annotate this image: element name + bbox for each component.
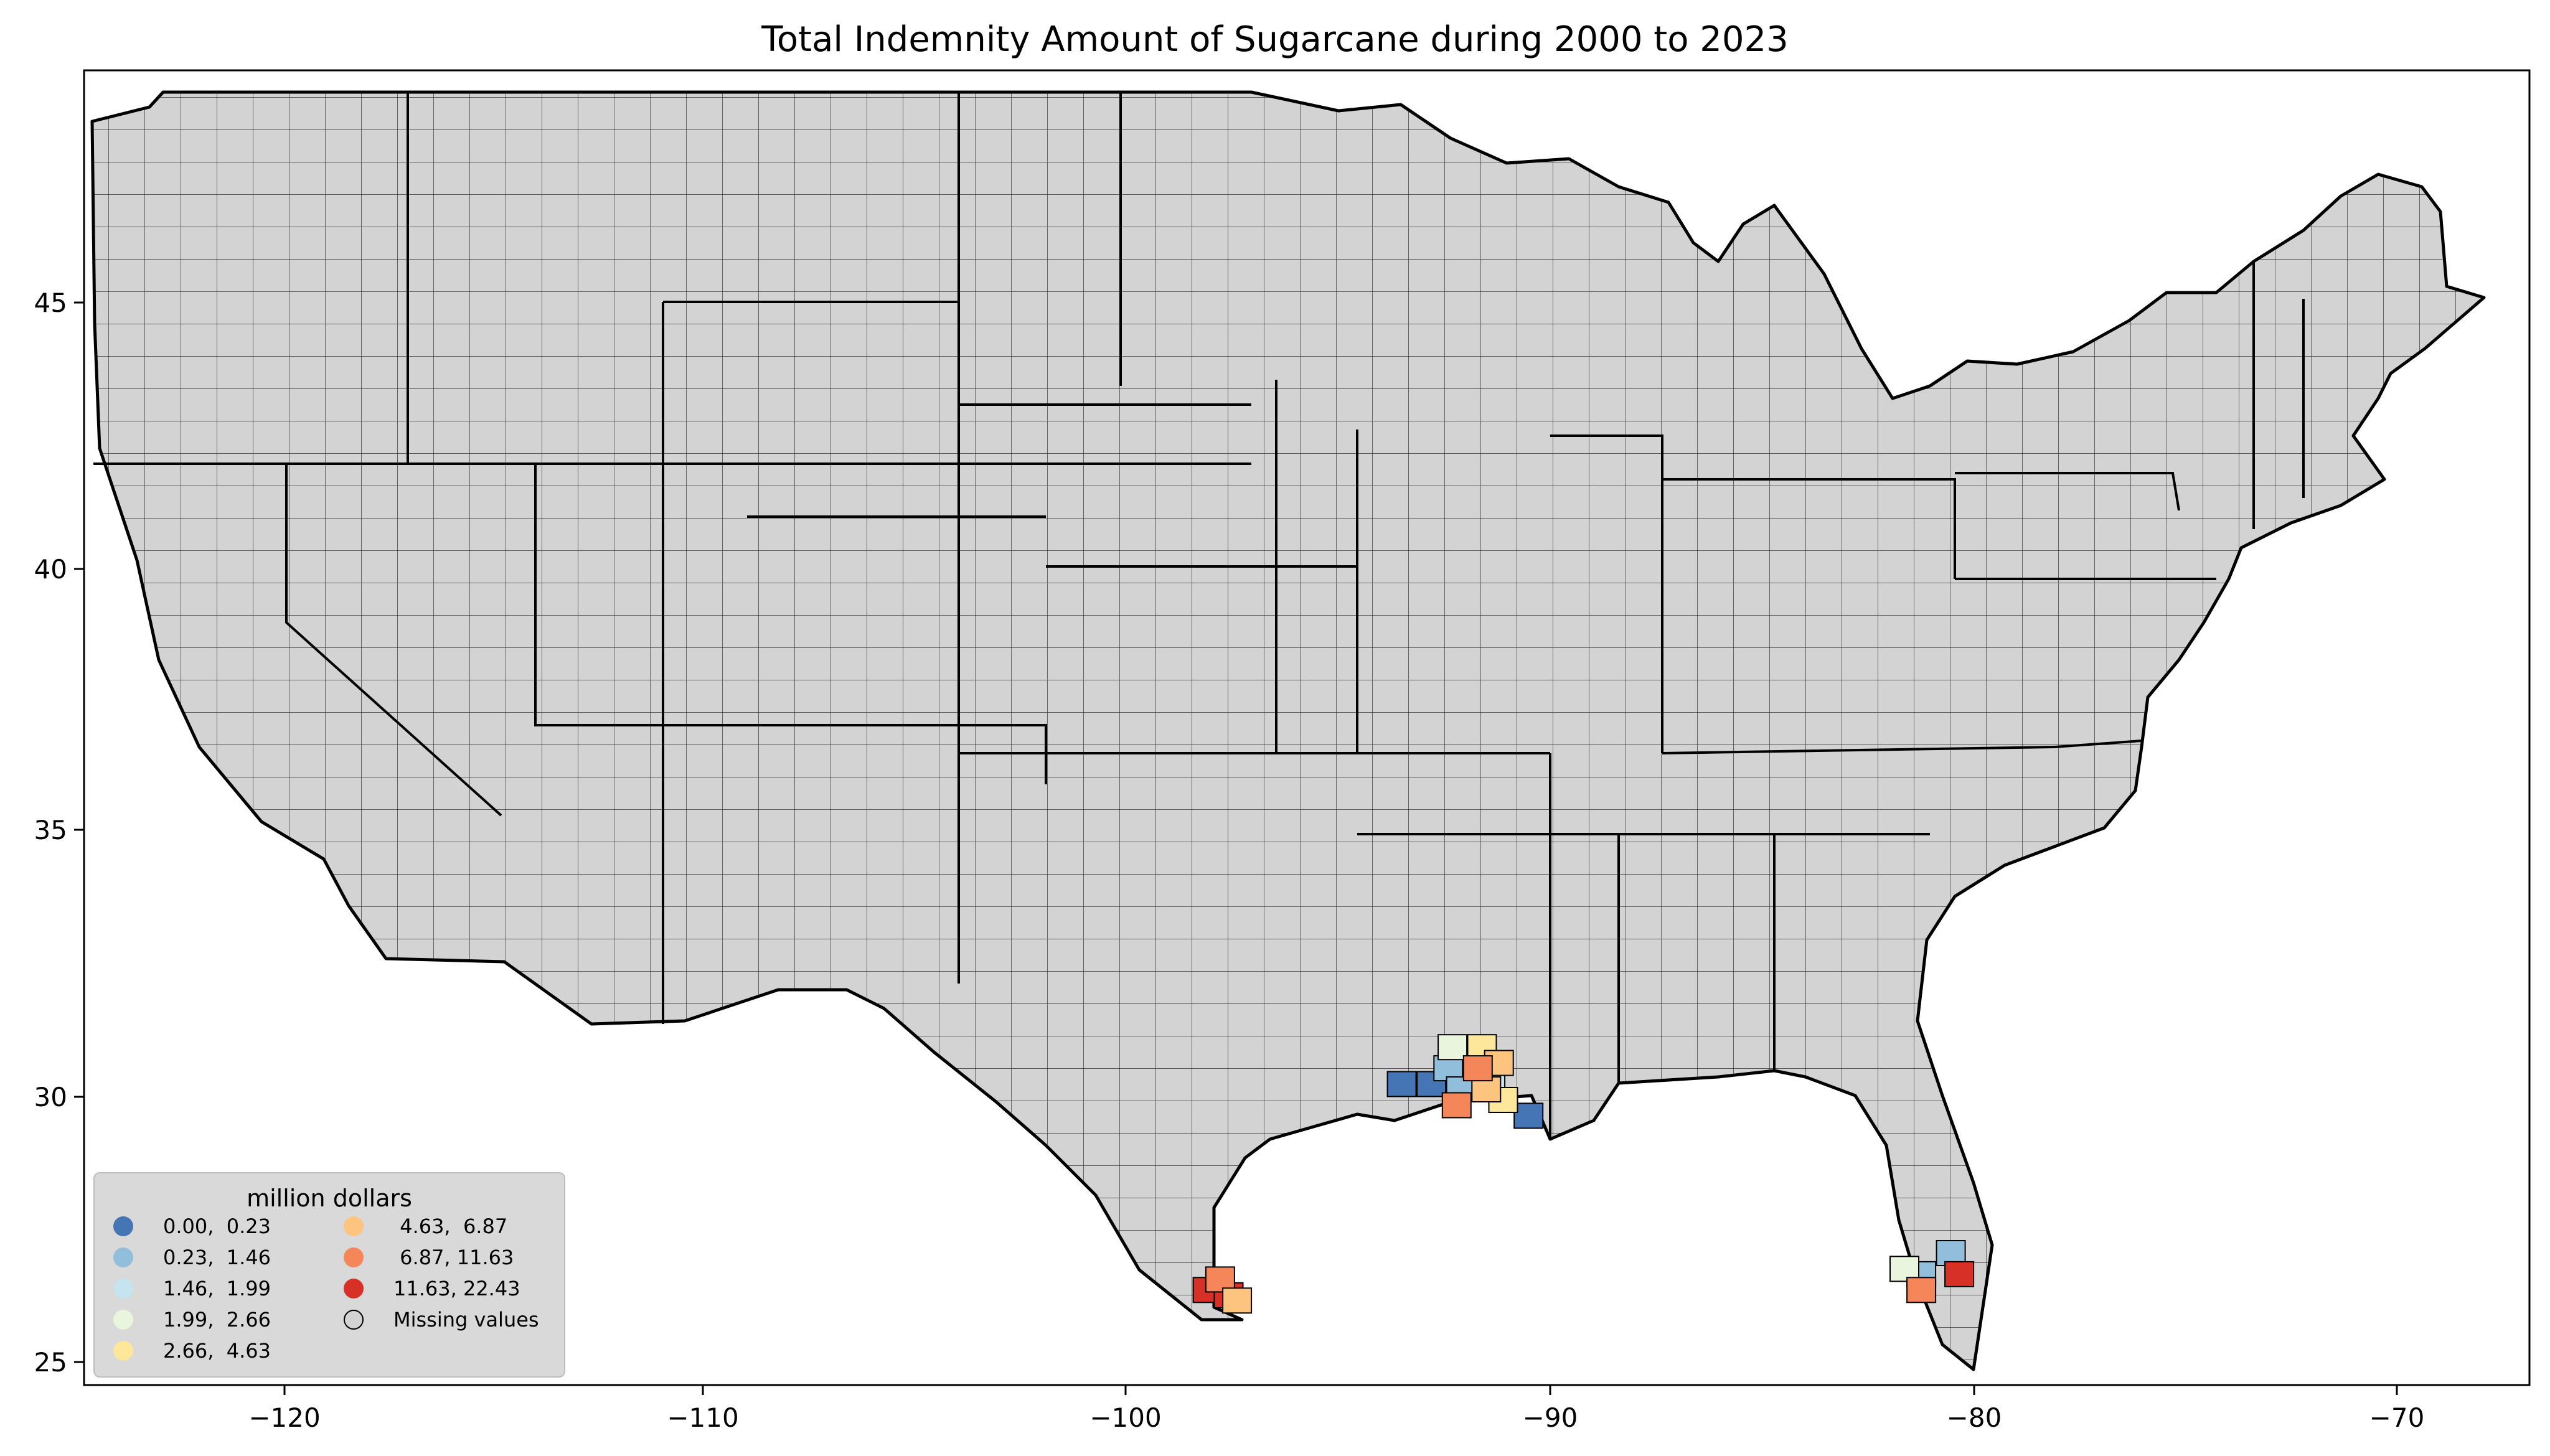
county-polygon (1416, 1071, 1447, 1097)
legend-swatch (344, 1279, 364, 1299)
x-tick-label: −100 (1089, 1402, 1161, 1433)
county-polygon (1222, 1287, 1253, 1314)
x-tick-label: −80 (1947, 1402, 2002, 1433)
county-layer (1192, 1034, 1975, 1314)
legend-swatch (113, 1279, 133, 1299)
y-tick-label: 30 (34, 1082, 67, 1112)
x-tick-label: −90 (1523, 1402, 1578, 1433)
legend-swatch (344, 1216, 364, 1236)
legend-label: 4.63, 6.87 (393, 1214, 508, 1238)
county-polygon (1906, 1277, 1937, 1303)
county-polygon (1462, 1055, 1493, 1082)
legend-item: 11.63, 22.43 (344, 1275, 520, 1302)
legend-swatch-missing (344, 1310, 364, 1330)
legend-item: 1.99, 2.66 (113, 1307, 271, 1333)
legend-swatch (344, 1247, 364, 1267)
legend-swatch (113, 1216, 133, 1236)
state-boundaries (93, 92, 2305, 1139)
legend-label: 0.00, 0.23 (163, 1214, 271, 1238)
x-tick-label: −120 (248, 1402, 320, 1433)
legend-label: 1.99, 2.66 (163, 1308, 271, 1332)
legend-swatch (113, 1341, 133, 1361)
y-tick-label: 35 (34, 815, 67, 845)
y-tick-label: 25 (34, 1347, 67, 1378)
legend-label: 6.87, 11.63 (393, 1246, 514, 1269)
legend-swatch (113, 1310, 133, 1330)
legend-label: 2.66, 4.63 (163, 1339, 271, 1363)
us-landmass (90, 90, 2486, 1371)
legend-label: 11.63, 22.43 (393, 1277, 520, 1300)
legend-item: 6.87, 11.63 (344, 1244, 514, 1270)
legend-item: 1.46, 1.99 (113, 1275, 271, 1302)
y-tick-label: 45 (34, 288, 67, 318)
legend: million dollars 0.00, 0.23 0.23, 1.46 1.… (93, 1172, 565, 1378)
x-axis: −120 −110 −100 −90 −80 −70 (248, 1385, 2424, 1433)
x-tick-label: −70 (2369, 1402, 2425, 1433)
legend-label: Missing values (393, 1308, 539, 1332)
map-title: Total Indemnity Amount of Sugarcane duri… (761, 19, 1789, 60)
legend-title: million dollars (247, 1185, 412, 1212)
x-tick-label: −110 (667, 1402, 738, 1433)
county-polygon (1513, 1102, 1544, 1129)
legend-label: 0.23, 1.46 (163, 1246, 271, 1269)
county-polygon (1441, 1092, 1472, 1119)
y-axis: 45 40 35 30 25 (34, 288, 84, 1378)
legend-item: 0.23, 1.46 (113, 1244, 271, 1270)
legend-item: Missing values (344, 1307, 539, 1333)
legend-label: 1.46, 1.99 (163, 1277, 271, 1300)
county-polygon (1944, 1261, 1975, 1287)
y-tick-label: 40 (34, 554, 67, 585)
legend-swatch (113, 1247, 133, 1267)
county-polygon (1437, 1034, 1468, 1061)
legend-item: 0.00, 0.23 (113, 1213, 271, 1239)
county-polygon (1386, 1071, 1417, 1097)
legend-item: 2.66, 4.63 (113, 1338, 271, 1364)
legend-item: 4.63, 6.87 (344, 1213, 507, 1239)
